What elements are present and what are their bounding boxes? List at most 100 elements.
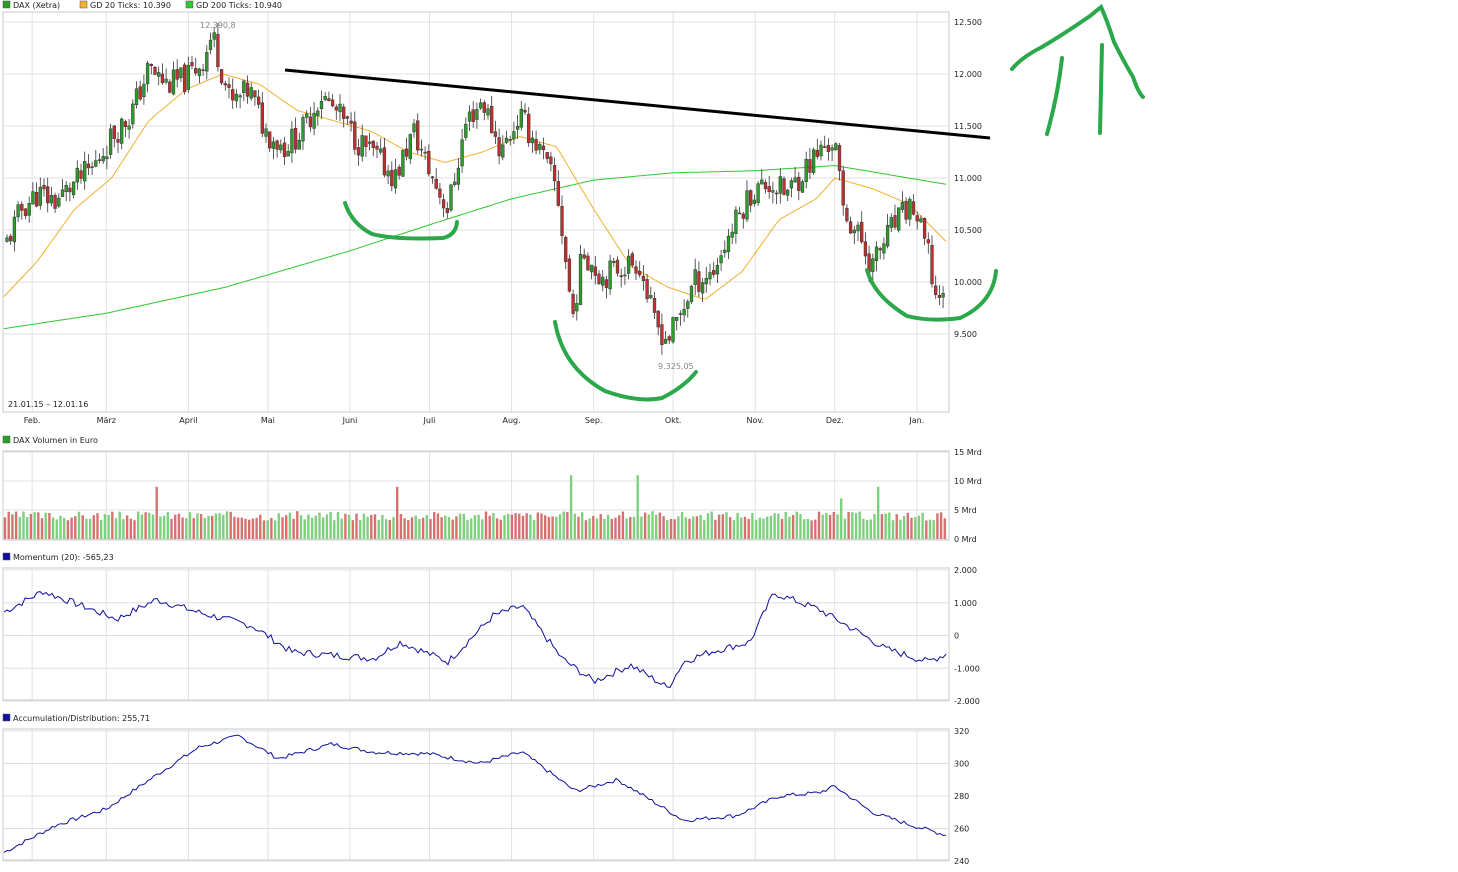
volume-bar	[836, 514, 839, 539]
volume-bar	[725, 512, 728, 539]
volume-bar	[63, 517, 66, 539]
right-shoulder-arc	[865, 268, 998, 322]
volume-bar	[207, 515, 210, 539]
candle-body	[515, 125, 520, 130]
volume-bar	[614, 517, 617, 539]
volume-bar	[495, 518, 499, 539]
candle-body	[538, 143, 542, 150]
candle-body	[371, 140, 375, 148]
x-tick-label: Juli	[423, 416, 436, 425]
x-tick-label: Jan.	[908, 416, 924, 425]
candle-body	[64, 184, 68, 192]
volume-bar	[640, 516, 643, 539]
volume-bar	[529, 514, 532, 539]
y-tick-label: 320	[954, 727, 969, 736]
candle-body	[323, 95, 327, 101]
x-tick-label: Mai	[261, 416, 275, 425]
volume-bar	[292, 518, 295, 539]
volume-bar	[185, 518, 188, 539]
volume-bar	[310, 517, 314, 539]
candle-body	[874, 246, 879, 261]
volume-bar	[547, 516, 551, 539]
volume-bar	[3, 517, 7, 539]
volume-bar	[828, 514, 832, 539]
candle-body	[811, 149, 816, 173]
volume-bar	[299, 515, 303, 539]
volume-bar	[817, 511, 821, 539]
volume-bar	[536, 512, 539, 539]
volume-bar	[329, 511, 332, 539]
volume-bar	[610, 518, 613, 539]
volume-bar	[899, 519, 902, 539]
y-tick-label: 12.000	[954, 70, 982, 79]
candle-body	[719, 255, 723, 264]
volume-bar	[873, 514, 876, 539]
volume-bar	[780, 518, 784, 539]
date-range-label: 21.01.15 – 12.01.16	[8, 400, 88, 409]
candle-body	[575, 303, 579, 312]
volume-bar	[658, 512, 662, 539]
candle-body	[319, 101, 324, 109]
volume-bar	[347, 514, 351, 539]
volume-bar	[743, 516, 747, 539]
volume-bar	[699, 515, 702, 539]
volume-bar	[22, 511, 25, 539]
volume-bar	[381, 514, 384, 539]
candle-body	[934, 285, 938, 295]
volume-bar	[884, 513, 887, 539]
volume-bar	[921, 512, 924, 539]
ad-panel-frame	[2, 728, 950, 861]
up-arrow-shaft-left-icon	[1045, 56, 1064, 136]
volume-bar	[695, 516, 699, 539]
candle-body	[834, 143, 838, 150]
candle-body	[638, 271, 642, 276]
volume-bar	[211, 515, 214, 539]
y-tick-label: -1.000	[954, 664, 980, 673]
volume-bar	[680, 512, 684, 539]
volume-bar	[784, 511, 787, 539]
volume-bar	[473, 515, 477, 539]
legend-swatch-volume	[2, 435, 11, 444]
y-tick-label: 11.500	[954, 122, 982, 131]
volume-bar	[355, 513, 358, 539]
y-tick-label: 10 Mrd	[954, 477, 982, 486]
volume-bar	[137, 511, 140, 539]
volume-bar	[314, 515, 317, 539]
volume-bar	[888, 512, 891, 539]
volume-bar	[858, 511, 861, 539]
volume-bar	[77, 511, 81, 539]
gd20-path	[3, 73, 947, 300]
volume-bar	[236, 517, 240, 539]
candle-body	[493, 131, 498, 137]
legend-label-momentum: Momentum (20): -565,23	[13, 553, 114, 562]
candle-body	[171, 69, 176, 95]
volume-bar	[418, 518, 421, 539]
candle-body	[597, 273, 601, 285]
candle-body	[593, 266, 597, 276]
volume-bar	[521, 515, 525, 539]
x-tick-label: Juni	[342, 416, 358, 425]
candle-body	[841, 170, 845, 206]
candle-body	[68, 187, 72, 193]
volume-bar	[917, 515, 921, 539]
candle-body	[79, 170, 83, 179]
volume-bar	[599, 513, 602, 539]
candle-body	[545, 152, 549, 159]
candle-body	[778, 176, 782, 194]
candle-body	[667, 336, 671, 341]
volume-bar	[66, 520, 70, 539]
volume-bar	[174, 514, 177, 539]
volume-bar	[240, 517, 243, 539]
candle-body	[179, 67, 183, 79]
volume-bar	[170, 518, 173, 539]
y-tick-label: -2.000	[954, 697, 980, 706]
candle-body	[897, 207, 901, 231]
volume-bar	[229, 511, 232, 539]
candle-body	[889, 217, 893, 228]
volume-bar	[118, 511, 121, 539]
volume-bar	[277, 513, 280, 539]
volume-bar	[621, 511, 625, 539]
candle-body	[652, 298, 657, 313]
candle-body	[5, 237, 9, 242]
candle-body	[390, 170, 394, 187]
